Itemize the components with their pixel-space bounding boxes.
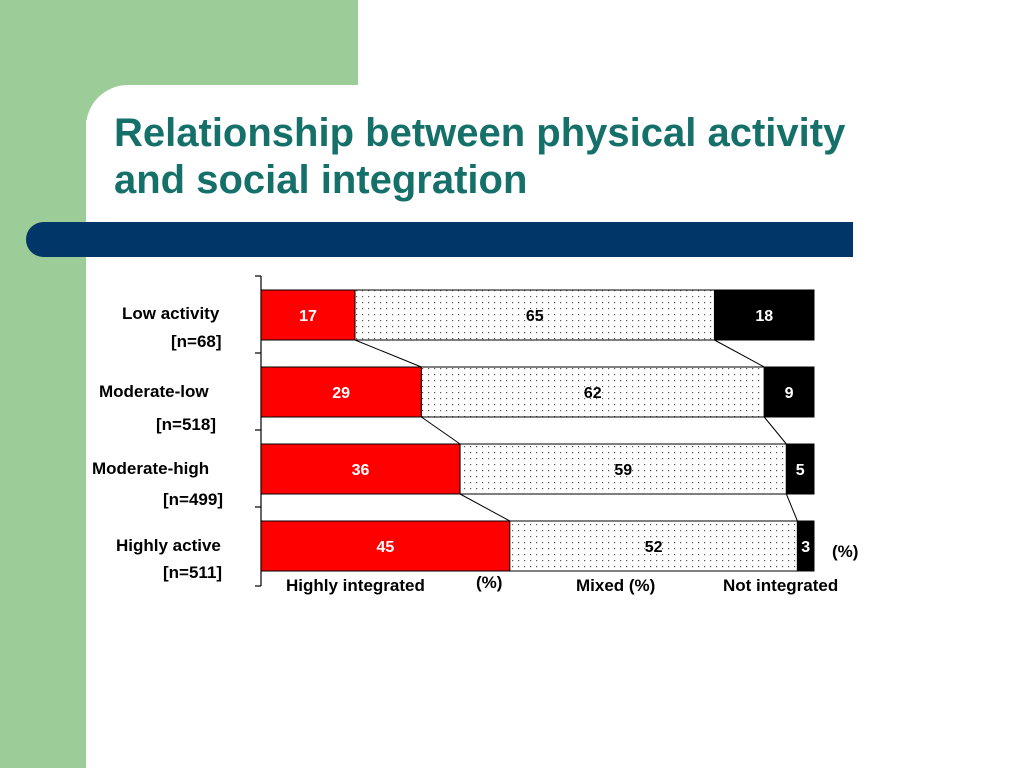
series-line-0-0: [354, 339, 422, 368]
category-label-highly-active: Highly active: [116, 536, 221, 555]
legend-not-integrated: Not integrated: [723, 576, 839, 595]
series-line-2-0: [459, 493, 511, 522]
data-label-mixed-3: 52: [645, 539, 663, 556]
category-n-moderate-low: [n=518]: [156, 415, 216, 434]
data-label-not-2: 5: [796, 462, 805, 479]
data-labels: 17 65 18 29 62 9 36 59 5 45 52 3: [299, 308, 810, 556]
bar-highly-3: [260, 520, 511, 572]
bar-mixed-1: [420, 366, 765, 418]
series-line-1-1: [763, 416, 787, 445]
bar-mixed-2: [459, 443, 787, 495]
slide-title: Relationship between physical activity a…: [114, 110, 994, 204]
bar-not-3: [796, 520, 815, 572]
data-label-not-3: 3: [801, 539, 810, 556]
data-label-mixed-0: 65: [526, 308, 544, 325]
legend-mixed: Mixed (%): [576, 576, 656, 595]
title-divider-bar: [26, 222, 853, 257]
category-n-highly-active: [n=511]: [163, 563, 223, 582]
data-label-highly-3: 45: [377, 539, 395, 556]
bar-highly-2: [260, 443, 461, 495]
series-line-0-1: [714, 339, 765, 368]
data-label-mixed-2: 59: [614, 462, 632, 479]
category-n-moderate-high: [n=499]: [163, 490, 223, 509]
legend-not-integrated-unit: (%): [832, 542, 859, 561]
bar-highly-1: [260, 366, 422, 418]
bar-not-1: [763, 366, 815, 418]
legend-highly-integrated-unit: (%): [476, 573, 503, 592]
data-label-not-0: 18: [755, 308, 773, 325]
bar-not-0: [713, 289, 815, 341]
series-line-2-1: [785, 493, 798, 522]
data-label-highly-0: 17: [299, 308, 317, 325]
legend-highly-integrated: Highly integrated: [286, 576, 425, 595]
title-line-1: Relationship between physical activity: [114, 111, 846, 155]
bar-not-2: [785, 443, 815, 495]
content-panel: [86, 85, 1024, 768]
y-axis-ticks: [255, 275, 261, 587]
data-label-mixed-1: 62: [584, 385, 602, 402]
data-label-highly-2: 36: [352, 462, 370, 479]
series-lines: [354, 339, 798, 522]
category-label-moderate-high: Moderate-high: [92, 459, 210, 478]
title-line-2: and social integration: [114, 158, 528, 202]
category-label-moderate-low: Moderate-low: [99, 382, 209, 401]
data-label-highly-1: 29: [332, 385, 350, 402]
category-n-low-activity: [n=68]: [171, 332, 222, 351]
background-green-strip: [0, 0, 86, 768]
category-label-low-activity: Low activity: [122, 304, 220, 323]
bar-segments: [260, 289, 815, 572]
series-line-1-0: [421, 416, 461, 445]
data-label-not-1: 9: [785, 385, 794, 402]
